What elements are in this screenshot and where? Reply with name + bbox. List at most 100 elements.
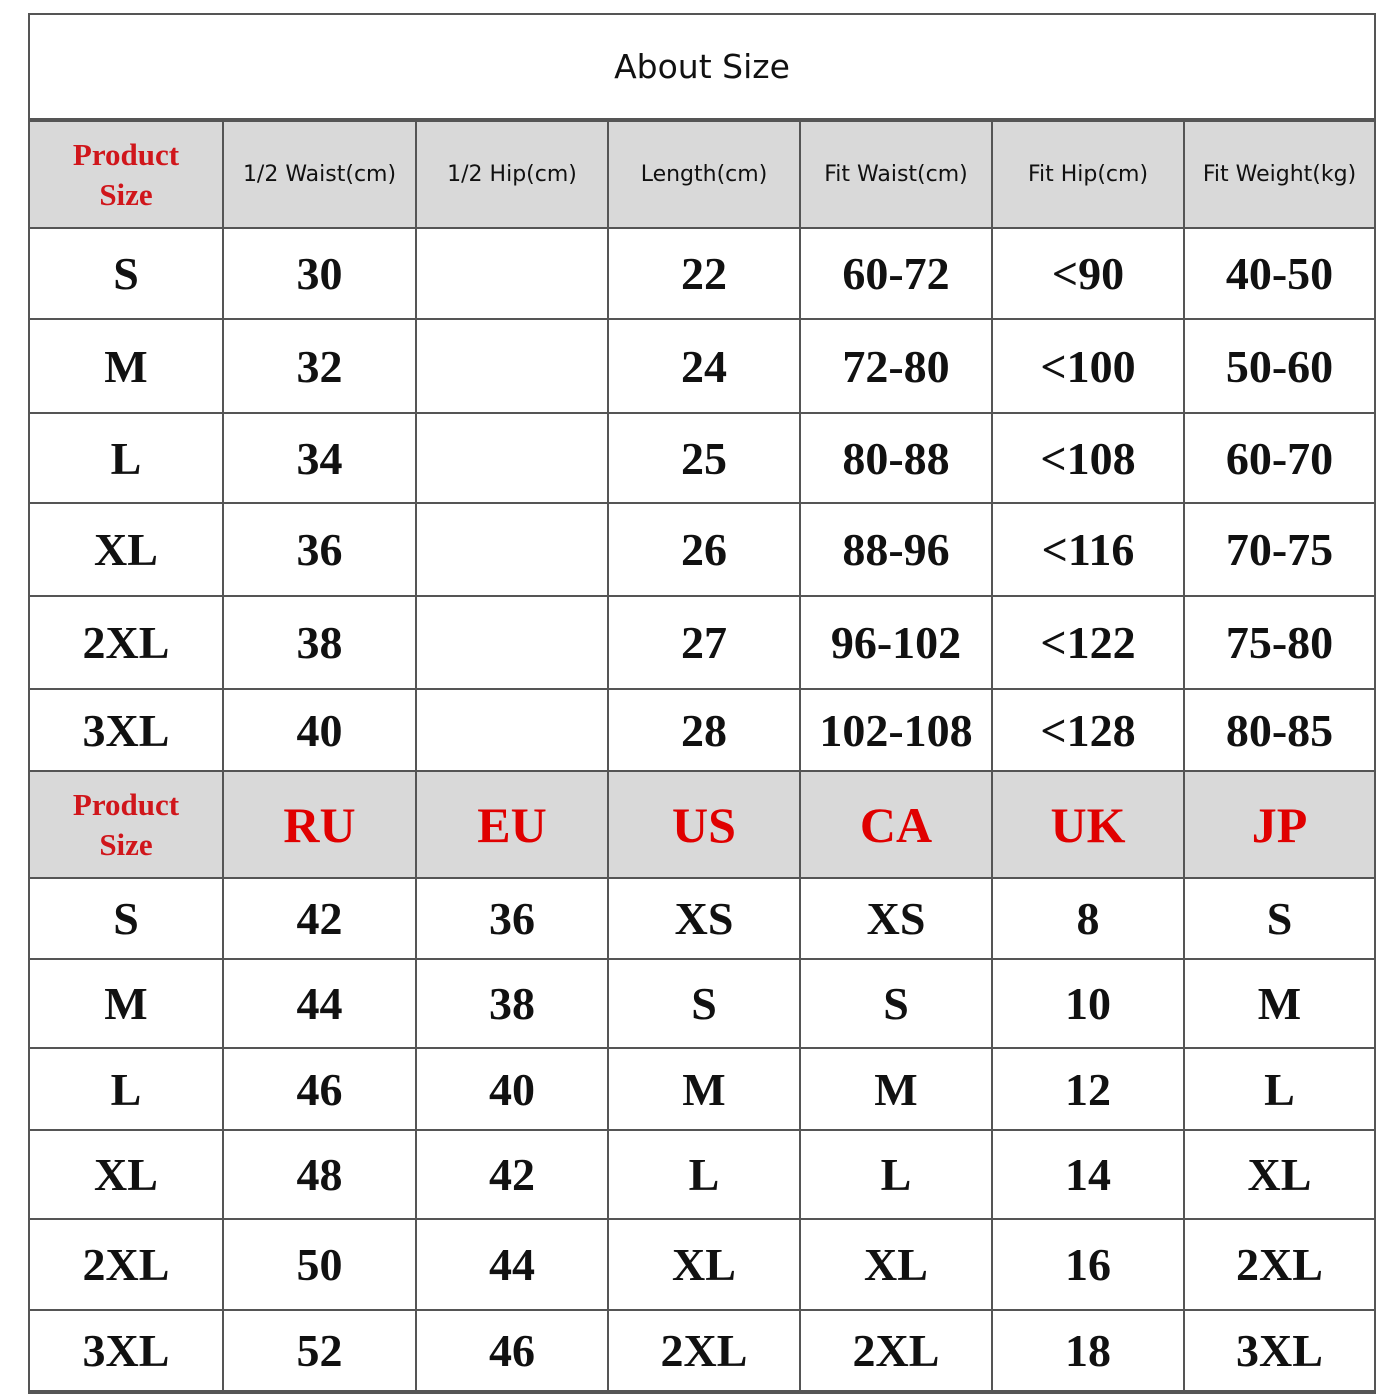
- column-header: CA: [799, 770, 993, 879]
- conversion-header-row: Product Size RU EU US CA UK JP: [30, 770, 1374, 879]
- table-cell: 50: [222, 1218, 417, 1311]
- table-cell: [415, 595, 609, 690]
- table-cell: <108: [991, 412, 1185, 504]
- column-header: JP: [1183, 770, 1374, 879]
- table-cell: 2XL: [799, 1309, 993, 1392]
- size-label: M: [30, 318, 224, 414]
- table-cell: M: [799, 1047, 993, 1131]
- table-cell: L: [607, 1129, 801, 1220]
- size-label: XL: [30, 1129, 224, 1220]
- table-cell: 18: [991, 1309, 1185, 1392]
- size-label: L: [30, 412, 224, 504]
- table-cell: 42: [415, 1129, 609, 1220]
- size-label: S: [30, 227, 224, 320]
- size-table: Product Size 1/2 Waist(cm) 1/2 Hip(cm) Lengt…: [30, 120, 1374, 1392]
- table-cell: 36: [222, 502, 417, 597]
- table-row: M 44 38 S S 10 M: [30, 958, 1374, 1049]
- size-label: 3XL: [30, 688, 224, 772]
- table-row: L 46 40 M M 12 L: [30, 1047, 1374, 1131]
- table-cell: [415, 412, 609, 504]
- column-header: 1/2 Waist(cm): [222, 120, 417, 229]
- table-row: L 34 25 80-88 <108 60-70: [30, 412, 1374, 504]
- table-row: 2XL 50 44 XL XL 16 2XL: [30, 1218, 1374, 1311]
- table-cell: 48: [222, 1129, 417, 1220]
- table-cell: <128: [991, 688, 1185, 772]
- table-cell: 96-102: [799, 595, 993, 690]
- table-row: XL 48 42 L L 14 XL: [30, 1129, 1374, 1220]
- column-header: 1/2 Hip(cm): [415, 120, 609, 229]
- size-label: L: [30, 1047, 224, 1131]
- table-cell: 26: [607, 502, 801, 597]
- table-cell: 102-108: [799, 688, 993, 772]
- table-cell: XL: [799, 1218, 993, 1311]
- size-label: 2XL: [30, 1218, 224, 1311]
- table-cell: 52: [222, 1309, 417, 1392]
- size-label: 3XL: [30, 1309, 224, 1392]
- column-header: Fit Waist(cm): [799, 120, 993, 229]
- size-label: S: [30, 877, 224, 960]
- table-row: 3XL 52 46 2XL 2XL 18 3XL: [30, 1309, 1374, 1392]
- product-size-header: Product Size: [30, 120, 224, 229]
- table-cell: 75-80: [1183, 595, 1374, 690]
- table-cell: 42: [222, 877, 417, 960]
- table-cell: 80-88: [799, 412, 993, 504]
- table-cell: [415, 502, 609, 597]
- table-row: S 30 22 60-72 <90 40-50: [30, 227, 1374, 320]
- table-cell: L: [1183, 1047, 1374, 1131]
- table-cell: 44: [222, 958, 417, 1049]
- table-cell: XL: [607, 1218, 801, 1311]
- table-cell: 10: [991, 958, 1185, 1049]
- table-cell: <100: [991, 318, 1185, 414]
- table-cell: [415, 318, 609, 414]
- table-row: XL 36 26 88-96 <116 70-75: [30, 502, 1374, 597]
- table-cell: [415, 227, 609, 320]
- table-cell: 38: [222, 595, 417, 690]
- column-header: Fit Hip(cm): [991, 120, 1185, 229]
- table-cell: 25: [607, 412, 801, 504]
- table-cell: 3XL: [1183, 1309, 1374, 1392]
- table-cell: S: [607, 958, 801, 1049]
- table-cell: XS: [607, 877, 801, 960]
- product-size-header: Product Size: [30, 770, 224, 879]
- table-cell: 34: [222, 412, 417, 504]
- table-cell: 40: [415, 1047, 609, 1131]
- table-cell: 44: [415, 1218, 609, 1311]
- table-cell: 40: [222, 688, 417, 772]
- table-cell: 70-75: [1183, 502, 1374, 597]
- table-cell: 50-60: [1183, 318, 1374, 414]
- table-cell: 88-96: [799, 502, 993, 597]
- table-cell: S: [1183, 877, 1374, 960]
- column-header: US: [607, 770, 801, 879]
- table-row: S 42 36 XS XS 8 S: [30, 877, 1374, 960]
- table-cell: <116: [991, 502, 1185, 597]
- table-cell: 24: [607, 318, 801, 414]
- size-chart: About Size Product Size 1/2 Waist(cm) 1/2 H…: [28, 13, 1376, 1394]
- table-cell: XS: [799, 877, 993, 960]
- table-cell: S: [799, 958, 993, 1049]
- table-cell: 22: [607, 227, 801, 320]
- table-cell: 27: [607, 595, 801, 690]
- table-cell: 72-80: [799, 318, 993, 414]
- measurements-header-row: Product Size 1/2 Waist(cm) 1/2 Hip(cm) Lengt…: [30, 120, 1374, 229]
- table-cell: 12: [991, 1047, 1185, 1131]
- table-cell: 16: [991, 1218, 1185, 1311]
- table-cell: 40-50: [1183, 227, 1374, 320]
- table-row: 2XL 38 27 96-102 <122 75-80: [30, 595, 1374, 690]
- table-cell: 32: [222, 318, 417, 414]
- table-cell: XL: [1183, 1129, 1374, 1220]
- column-header: RU: [222, 770, 417, 879]
- table-cell: M: [607, 1047, 801, 1131]
- table-cell: 46: [222, 1047, 417, 1131]
- table-cell: <90: [991, 227, 1185, 320]
- table-cell: L: [799, 1129, 993, 1220]
- column-header: Length(cm): [607, 120, 801, 229]
- table-cell: 80-85: [1183, 688, 1374, 772]
- chart-title: About Size: [30, 15, 1374, 120]
- table-cell: 30: [222, 227, 417, 320]
- table-cell: <122: [991, 595, 1185, 690]
- table-cell: 28: [607, 688, 801, 772]
- size-label: 2XL: [30, 595, 224, 690]
- table-cell: 2XL: [607, 1309, 801, 1392]
- table-row: 3XL 40 28 102-108 <128 80-85: [30, 688, 1374, 772]
- table-cell: [415, 688, 609, 772]
